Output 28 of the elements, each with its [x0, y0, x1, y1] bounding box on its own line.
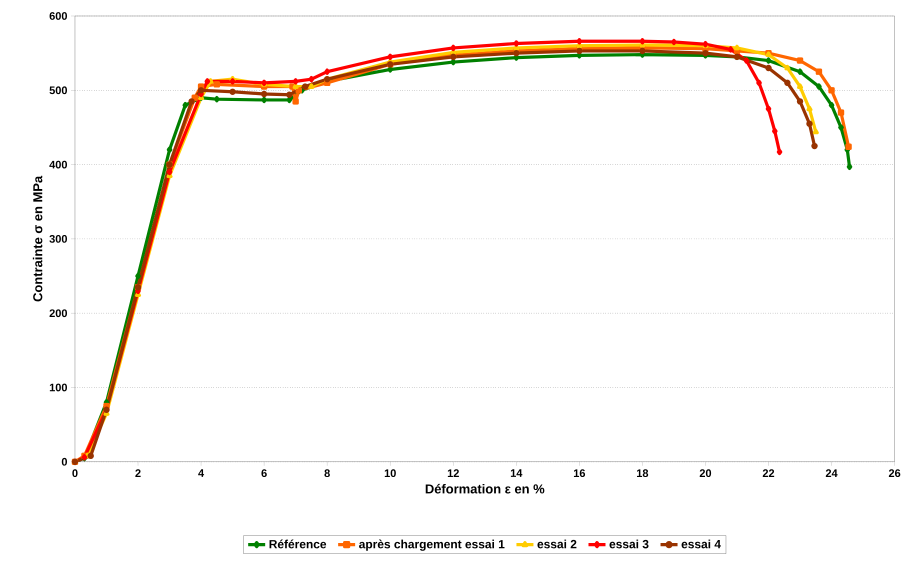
x-tick-label: 16	[574, 469, 586, 478]
legend-label: essai 3	[610, 540, 649, 548]
x-tick-label: 10	[384, 469, 396, 478]
x-tick-label: 0	[72, 469, 78, 478]
x-tick-label: 20	[700, 469, 712, 478]
y-tick-label: 500	[50, 86, 67, 94]
x-tick-label: 26	[888, 469, 900, 478]
y-tick-label: 200	[50, 309, 67, 318]
x-tick-label: 8	[324, 469, 330, 478]
x-tick-label: 18	[637, 469, 648, 478]
y-tick-label: 0	[62, 458, 68, 466]
legend-label: après chargement essai 1	[359, 540, 504, 551]
legend-label: essai 2	[538, 540, 576, 548]
y-tick-label: 400	[49, 160, 67, 169]
y-axis-title: Contrainte σ en MPa	[32, 176, 42, 302]
x-tick-label: 24	[826, 469, 838, 478]
x-tick-label: 14	[510, 469, 522, 477]
legend-label: essai 4	[682, 540, 721, 548]
legend-label: Référence	[270, 540, 326, 549]
y-tick-label: 100	[50, 384, 67, 392]
x-tick-label: 4	[198, 469, 204, 477]
x-tick-label: 2	[135, 469, 141, 478]
y-tick-label: 300	[49, 235, 67, 243]
x-tick-label: 22	[762, 469, 774, 478]
x-tick-label: 6	[261, 469, 267, 478]
x-tick-label: 12	[448, 469, 459, 478]
x-axis-title: Déformation ε en %	[426, 484, 544, 494]
y-tick-label: 600	[50, 12, 67, 20]
